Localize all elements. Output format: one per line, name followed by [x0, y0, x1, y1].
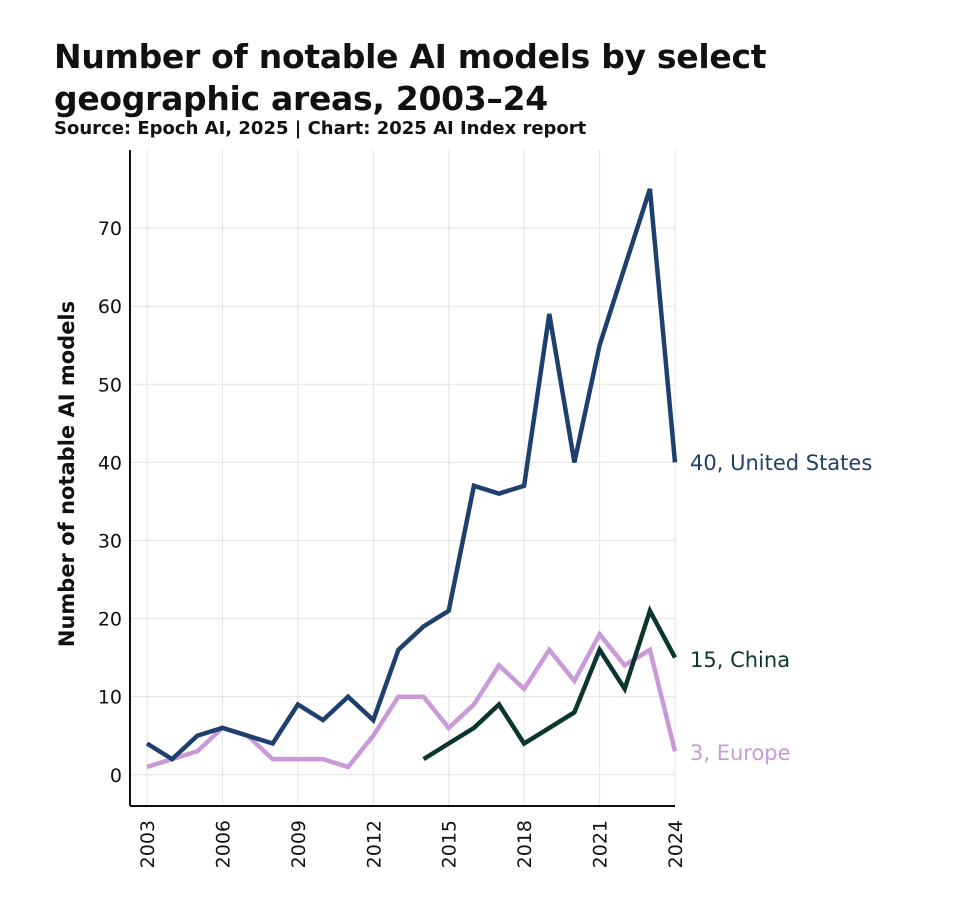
series-line-china [422, 605, 677, 762]
grid-lines [130, 150, 676, 806]
end-label-china: 15, China [690, 648, 790, 672]
x-tick-label: 2015 [439, 820, 461, 868]
y-tick-label: 40 [98, 452, 122, 474]
end-label-europe: 3, Europe [690, 741, 791, 765]
x-tick-label: 2009 [288, 820, 310, 868]
y-tick-label: 10 [98, 687, 122, 709]
x-tick-label: 2006 [212, 820, 234, 868]
y-tick-label: 70 [98, 218, 122, 240]
y-tick-label: 0 [110, 765, 122, 787]
y-tick-label: 20 [98, 609, 122, 631]
y-tick-label: 60 [98, 296, 122, 318]
x-tick-label: 2018 [514, 820, 536, 868]
series-lines [145, 188, 678, 770]
end-labels: 40, United States 15, China 3, Europe [690, 451, 872, 765]
y-tick-label: 30 [98, 530, 122, 552]
end-label-united-states: 40, United States [690, 451, 872, 475]
series-line-united-states [145, 188, 678, 762]
y-tick-label: 50 [98, 374, 122, 396]
chart-subtitle: Source: Epoch AI, 2025 | Chart: 2025 AI … [54, 118, 587, 139]
x-tick-label: 2012 [363, 820, 385, 868]
chart-title: Number of notable AI models by select ge… [54, 37, 767, 118]
x-tick-label: 2024 [665, 820, 687, 868]
x-tick-label: 2021 [590, 820, 612, 868]
axes: 0 10 20 30 40 50 60 70 2003 2006 2009 2012 2015 2018 2… [55, 150, 687, 868]
x-tick-label: 2003 [137, 820, 159, 868]
y-axis-title: Number of notable AI models [55, 301, 79, 647]
